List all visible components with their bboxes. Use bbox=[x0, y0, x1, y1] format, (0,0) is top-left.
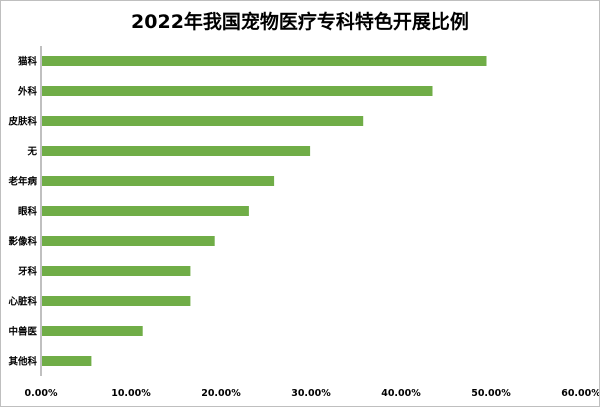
category-label: 眼科 bbox=[18, 206, 38, 218]
category-label: 中兽医 bbox=[8, 326, 37, 338]
x-tick-label: 30.00% bbox=[291, 388, 331, 399]
bar-10 bbox=[42, 356, 92, 366]
chart-title: 2022年我国宠物医疗专科特色开展比例 bbox=[131, 11, 469, 33]
bar-1 bbox=[42, 86, 433, 96]
category-label: 无 bbox=[26, 147, 37, 158]
category-label: 外科 bbox=[17, 86, 38, 98]
x-tick-label: 10.00% bbox=[111, 388, 151, 399]
x-tick-labels-group: 0.00% 10.00% 20.00% 30.00% 40.00% 50.00% 60.00… bbox=[25, 388, 599, 399]
category-label: 皮肤科 bbox=[7, 116, 37, 128]
bar-3 bbox=[42, 146, 311, 156]
x-tick-label: 50.00% bbox=[471, 388, 511, 399]
category-label: 猫科 bbox=[18, 56, 38, 68]
x-tick-label: 40.00% bbox=[381, 388, 421, 399]
x-tick-label: 60.00% bbox=[561, 388, 599, 399]
x-tick-label: 20.00% bbox=[201, 388, 241, 399]
bar-8 bbox=[42, 296, 191, 306]
x-tick-label: 0.00% bbox=[25, 388, 58, 399]
category-label: 影像科 bbox=[8, 236, 37, 248]
category-label: 其他科 bbox=[8, 356, 37, 368]
bar-0 bbox=[42, 56, 487, 66]
bar-7 bbox=[42, 266, 191, 276]
bar-4 bbox=[42, 176, 275, 186]
bars-group bbox=[42, 56, 487, 366]
bar-6 bbox=[42, 236, 215, 246]
category-label: 老年病 bbox=[7, 176, 37, 188]
bar-5 bbox=[42, 206, 249, 216]
bar-2 bbox=[42, 116, 364, 126]
category-label: 心脏科 bbox=[8, 296, 37, 308]
category-label: 牙科 bbox=[18, 266, 38, 278]
bar-9 bbox=[42, 326, 143, 336]
